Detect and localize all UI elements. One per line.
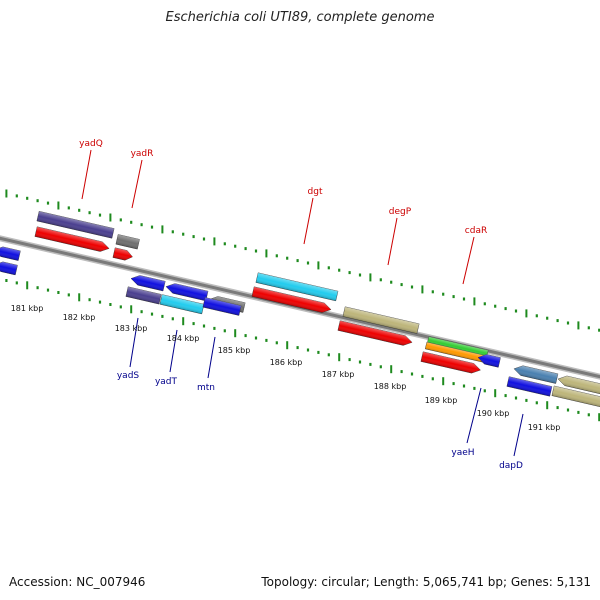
forward-feature-10 [420,351,481,374]
reverse-feature-shading [125,286,162,305]
forward-feature-shading [115,234,140,250]
reverse-feature-1 [0,261,18,276]
scale-label-1: 182 kbp [63,313,96,322]
feature-layer [0,210,600,410]
reverse-feature-shading [0,246,21,261]
forward-gene-leader-line [387,217,398,266]
scale-label-10: 191 kbp [528,423,561,432]
reverse-gene-leader-line [466,387,482,444]
forward-feature-6 [342,306,420,334]
reverse-feature-shading [478,354,501,368]
reverse-feature-shading [506,376,552,397]
reverse-feature-shading [202,297,242,316]
forward-feature-1 [34,226,110,252]
scale-label-9: 190 kbp [477,409,510,418]
forward-feature-shading [112,247,133,261]
reverse-feature-8 [477,354,501,368]
reverse-feature-shading [0,261,18,275]
scale-label-6: 187 kbp [322,370,355,379]
forward-gene-label-1[interactable]: yadR [131,149,154,159]
reverse-gene-label-4[interactable]: dapD [499,461,523,471]
scale-label-4: 185 kbp [218,346,251,355]
forward-gene-label-4[interactable]: cdaR [465,226,487,236]
forward-feature-7 [337,320,413,346]
accession-text: Accession: NC_007946 [9,575,146,589]
forward-feature-shading [36,211,115,239]
forward-gene-label-2[interactable]: dgt [308,187,323,197]
forward-feature-shading [34,226,110,252]
scale-label-layer: 181 kbp 182 kbp 183 kbp 184 kbp 185 kbp 186 k… [11,304,561,432]
scale-label-2: 183 kbp [115,324,148,333]
scale-label-5: 186 kbp [270,358,303,367]
forward-feature-4 [255,272,339,302]
forward-feature-5 [251,286,332,313]
scale-label-3: 184 kbp [167,334,200,343]
forward-feature-2 [115,234,140,250]
reverse-feature-shading [551,385,600,409]
reverse-gene-leader-line [129,317,139,368]
forward-feature-shading [255,272,339,301]
reverse-feature-shading [166,283,209,301]
reverse-feature-shading [514,365,558,384]
reverse-feature-shading [558,375,600,396]
reverse-gene-label-2[interactable]: mtn [197,383,215,393]
forward-gene-label-0[interactable]: yadQ [79,139,103,149]
forward-feature-shading [337,320,413,346]
gene-label-layer: yadQ yadR dgt degP cdaR yadS yadT mtn yaeH dapD [79,139,524,471]
genome-title: Escherichia coli UTI89, complete genome [165,10,435,25]
forward-gene-leader-line [131,159,143,209]
scale-label-8: 189 kbp [425,396,458,405]
reverse-gene-label-3[interactable]: yaeH [451,448,474,458]
forward-feature-shading [251,286,331,313]
reverse-feature-2 [130,275,166,292]
forward-feature-shading [342,306,420,334]
forward-feature-3 [112,247,133,261]
forward-gene-leader-line [462,236,475,285]
reverse-feature-12 [551,385,600,410]
forward-gene-leader-line [81,149,92,200]
forward-feature-shading [420,351,481,374]
reverse-feature-5 [125,286,162,305]
reverse-gene-leader-line [513,413,524,457]
outer-tick-ring [5,189,600,332]
reverse-gene-label-0[interactable]: yadS [117,371,140,381]
reverse-feature-shading [131,275,166,292]
reverse-feature-0 [0,246,21,261]
forward-feature-0 [36,210,115,239]
forward-gene-leader-line [303,197,314,245]
forward-feature-shading [427,336,489,358]
reverse-feature-10 [506,376,553,397]
genome-summary-text: Topology: circular; Length: 5,065,741 bp… [261,575,591,589]
inner-tick-ring [5,279,600,422]
reverse-feature-6 [159,294,205,315]
reverse-gene-leader-line [169,329,178,373]
reverse-gene-leader-line [207,336,216,379]
reverse-feature-3 [165,283,209,302]
forward-feature-shading [425,342,487,363]
forward-gene-label-3[interactable]: degP [389,207,412,217]
reverse-feature-7 [202,297,242,316]
scale-label-7: 188 kbp [374,382,407,391]
reverse-feature-9 [513,365,559,384]
scale-label-0: 181 kbp [11,304,44,313]
reverse-gene-label-1[interactable]: yadT [155,377,178,387]
reverse-feature-shading [159,294,205,314]
reverse-feature-11 [557,375,600,396]
